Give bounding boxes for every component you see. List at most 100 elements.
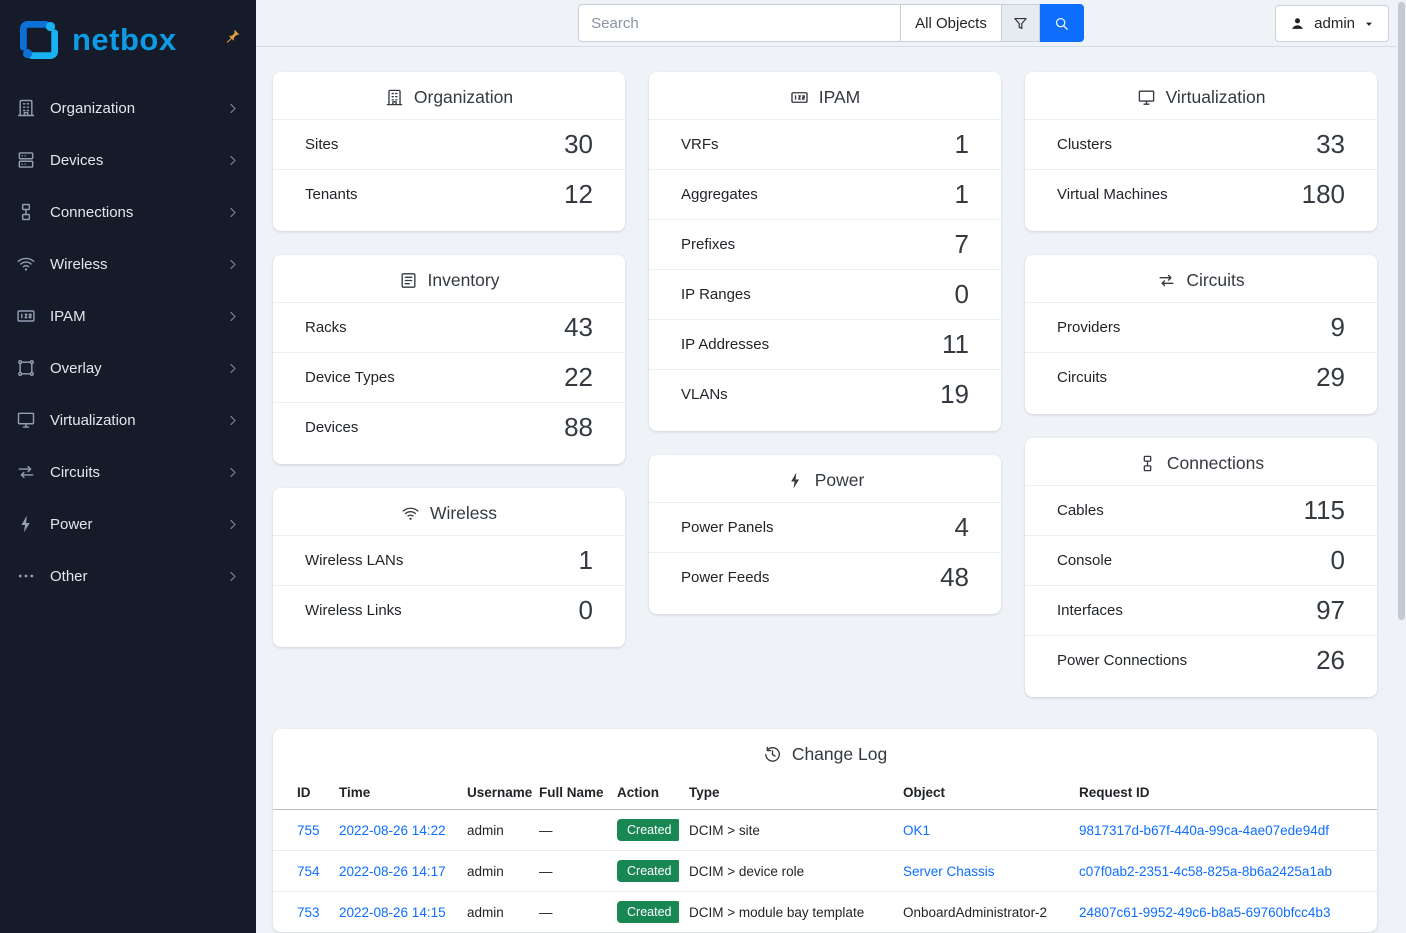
stat-value-interfaces[interactable]: 97 (1316, 595, 1345, 626)
stat-value-prefixes[interactable]: 7 (954, 229, 969, 260)
stat-value-clusters[interactable]: 33 (1316, 129, 1345, 160)
changelog-time-link[interactable]: 2022-08-26 14:17 (339, 863, 446, 879)
action-badge: Created (617, 860, 679, 882)
cell-object: Server Chassis (893, 850, 1069, 892)
stat-value-circuits[interactable]: 29 (1316, 362, 1345, 393)
stat-value-vlans[interactable]: 19 (940, 379, 969, 410)
sidebar-item-wireless[interactable]: Wireless (0, 238, 256, 290)
sidebar-item-label: Connections (50, 203, 134, 221)
cell-action: Created (607, 809, 679, 851)
search-filter-button[interactable] (1001, 4, 1040, 42)
stat-value-cables[interactable]: 115 (1303, 495, 1345, 526)
stat-value-device-types[interactable]: 22 (564, 362, 593, 393)
sidebar-item-label: Organization (50, 99, 136, 117)
search-input[interactable] (578, 4, 901, 42)
changelog-object-link[interactable]: Server Chassis (903, 863, 995, 879)
stat-value-aggregates[interactable]: 1 (954, 179, 969, 210)
stat-value-vrfs[interactable]: 1 (954, 129, 969, 160)
sidebar-item-overlay[interactable]: Overlay (0, 342, 256, 394)
cell-request-id: 9817317d-b67f-440a-99ca-4ae07ede94df (1069, 809, 1377, 851)
stat-value-console[interactable]: 0 (1330, 545, 1345, 576)
dashboard-columns: Organization Sites 30 Tenants 12 Inventory Rac… (273, 72, 1377, 697)
dashboard-column-1: Organization Sites 30 Tenants 12 Inventory Rac… (273, 72, 625, 647)
sidebar-item-label: Overlay (50, 359, 102, 377)
cell-object: OnboardAdministrator-2 (893, 891, 1069, 932)
changelog-time-link[interactable]: 2022-08-26 14:15 (339, 904, 446, 920)
card-inventory: Inventory Racks 43 Device Types 22 Devices 88 (273, 255, 625, 464)
stat-value-sites[interactable]: 30 (564, 129, 593, 160)
changelog-id-link[interactable]: 754 (297, 863, 320, 879)
stat-value-power-connections[interactable]: 26 (1316, 645, 1345, 676)
stat-value-virtual-machines[interactable]: 180 (1301, 179, 1345, 210)
changelog-request-id-link[interactable]: c07f0ab2-2351-4c58-825a-8b6a2425a1ab (1079, 863, 1332, 879)
sidebar-item-other[interactable]: Other (0, 550, 256, 602)
sidebar-item-ipam[interactable]: IPAM (0, 290, 256, 342)
netbox-logo[interactable]: netbox (0, 0, 256, 80)
sidebar-item-organization[interactable]: Organization (0, 82, 256, 134)
stat-value-tenants[interactable]: 12 (564, 179, 593, 210)
stat-label: Clusters (1057, 136, 1113, 153)
changelog-col-request-id: Request ID (1069, 776, 1377, 810)
changelog-id-link[interactable]: 755 (297, 822, 320, 838)
changelog-request-id-link[interactable]: 24807c61-9952-49c6-b8a5-69760bfcc4b3 (1079, 904, 1331, 920)
stat-row-console: Console 0 (1025, 535, 1377, 585)
changelog-id-link[interactable]: 753 (297, 904, 320, 920)
stat-value-wireless-links[interactable]: 0 (578, 595, 593, 626)
changelog-col-object: Object (893, 776, 1069, 810)
stat-value-ip-ranges[interactable]: 0 (954, 279, 969, 310)
stat-label: Device Types (305, 369, 395, 386)
main-area: All Objects admin Organization Sites 30 Ten… (256, 0, 1406, 933)
sidebar-item-circuits[interactable]: Circuits (0, 446, 256, 498)
stat-value-devices[interactable]: 88 (564, 412, 593, 443)
cell-id: 754 (273, 850, 329, 892)
changelog-object-link[interactable]: OK1 (903, 822, 931, 838)
sidebar-item-label: Power (50, 515, 93, 533)
changelog-col-full-name: Full Name (529, 776, 607, 810)
chevron-right-icon (225, 101, 240, 116)
cell-type: DCIM > device role (679, 850, 893, 892)
search-submit-button[interactable] (1039, 4, 1084, 42)
changelog-full-name: — (539, 822, 553, 838)
stat-value-power-panels[interactable]: 4 (954, 512, 969, 543)
dashboard-column-2: IPAM VRFs 1 Aggregates 1 Prefixes 7 IP Ranges 0 I… (649, 72, 1001, 614)
user-menu-button[interactable]: admin (1275, 5, 1389, 42)
card-title: Virtualization (1165, 87, 1266, 107)
pin-icon[interactable] (222, 27, 242, 47)
stat-value-wireless-lans[interactable]: 1 (578, 545, 593, 576)
stat-row-vlans: VLANs 19 (649, 369, 1001, 419)
changelog-time-link[interactable]: 2022-08-26 14:22 (339, 822, 446, 838)
stat-label: Virtual Machines (1057, 186, 1168, 203)
stat-value-racks[interactable]: 43 (564, 312, 593, 343)
card-title: Wireless (429, 503, 498, 523)
card-header-circuits: Circuits (1025, 255, 1377, 302)
sidebar-item-connections[interactable]: Connections (0, 186, 256, 238)
changelog-request-id-link[interactable]: 9817317d-b67f-440a-99ca-4ae07ede94df (1079, 822, 1329, 838)
cell-full-name: — (529, 809, 607, 851)
changelog-username: admin (467, 863, 504, 879)
stat-value-ip-addresses[interactable]: 11 (942, 329, 969, 360)
cell-type: DCIM > module bay template (679, 891, 893, 932)
changelog-row-753: 753 2022-08-26 14:15 admin — Created DCIM > m… (273, 891, 1377, 932)
stat-row-racks: Racks 43 (273, 302, 625, 352)
netbox-logo-icon (14, 15, 64, 65)
stat-label: Sites (305, 136, 339, 153)
changelog-card: Change Log ID Time Username Full Name Action… (273, 729, 1377, 932)
card-header-ipam: IPAM (649, 72, 1001, 119)
sidebar-item-power[interactable]: Power (0, 498, 256, 550)
sidebar-item-virtualization[interactable]: Virtualization (0, 394, 256, 446)
cell-request-id: 24807c61-9952-49c6-b8a5-69760bfcc4b3 (1069, 891, 1377, 932)
search-scope-button[interactable]: All Objects (900, 4, 1002, 42)
scrollbar-thumb[interactable] (1398, 2, 1405, 620)
monitor-icon (1137, 88, 1156, 107)
stat-value-power-feeds[interactable]: 48 (940, 562, 969, 593)
sidebar-item-devices[interactable]: Devices (0, 134, 256, 186)
changelog-col-action: Action (607, 776, 679, 810)
vertical-scrollbar[interactable] (1397, 0, 1406, 933)
counter-icon (790, 88, 809, 107)
stat-label: Power Connections (1057, 652, 1188, 669)
card-title: Circuits (1186, 270, 1245, 290)
stat-value-providers[interactable]: 9 (1330, 312, 1345, 343)
cell-time: 2022-08-26 14:22 (329, 809, 457, 851)
dashboard: Organization Sites 30 Tenants 12 Inventory Rac… (256, 47, 1406, 933)
